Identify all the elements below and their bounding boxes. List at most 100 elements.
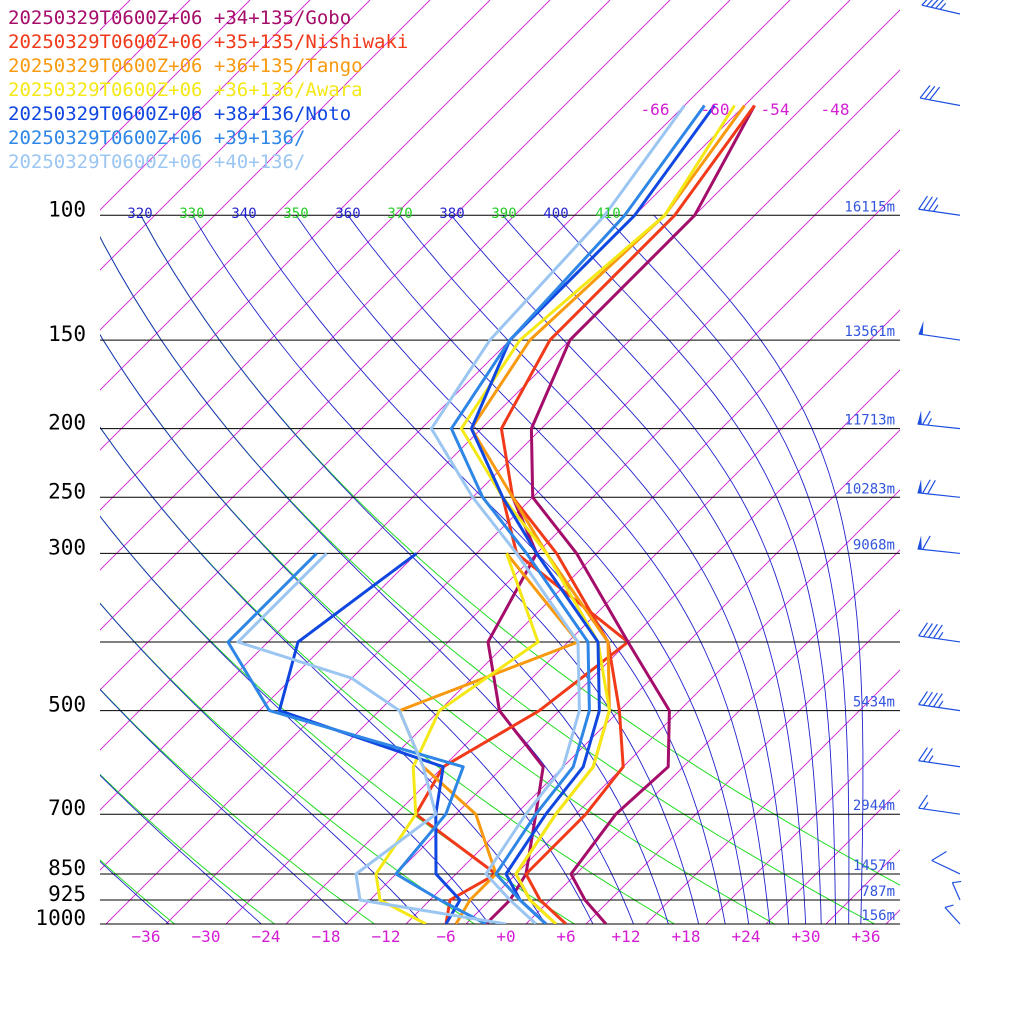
height-label: 156m: [861, 908, 895, 924]
x-tick-label: +24: [732, 927, 761, 946]
height-label: 11713m: [844, 413, 895, 429]
theta-label: 340: [231, 206, 256, 222]
temperature-profile-1: [529, 104, 756, 924]
isotherm-line: [946, 0, 1024, 924]
temperature-profile-7: [429, 104, 686, 924]
moist-adiabat-line: [653, 214, 864, 924]
wind-barb: [917, 410, 961, 430]
legend-entry: 20250329T0600Z+06 +39+136/: [8, 127, 305, 149]
dry-adiabat-line: [100, 426, 675, 924]
isotherm-line: [100, 0, 731, 631]
height-label: 1457m: [853, 858, 895, 874]
dewpoint-profile-3: [397, 552, 580, 924]
dewpoint-profile-4: [374, 552, 540, 924]
wind-barb: [918, 195, 961, 216]
theta-label: 330: [179, 206, 204, 222]
isotherm-line: [100, 0, 491, 391]
height-label: 16115m: [844, 199, 895, 215]
theta-label: 380: [439, 206, 464, 222]
upper-temp-label: -66: [641, 100, 670, 119]
x-tick-label: +6: [556, 927, 575, 946]
x-tick-label: −6: [436, 927, 455, 946]
height-label: 13561m: [844, 324, 895, 340]
dewpoint-profile-6: [226, 552, 487, 924]
wind-barb: [917, 479, 961, 498]
x-tick-label: +18: [672, 927, 701, 946]
dewpoint-profile-5: [277, 552, 462, 924]
isotherm-line: [885, 909, 900, 924]
wind-barb: [944, 904, 961, 925]
wind-barb: [918, 691, 961, 712]
theta-label: 320: [127, 206, 152, 222]
pressure-label: 100: [48, 197, 86, 221]
isotherm-line: [100, 0, 431, 331]
isotherm-line: [165, 189, 900, 924]
legend-entry: 20250329T0600Z+06 +34+135/Gobo: [8, 7, 351, 29]
upper-temp-label: -60: [701, 100, 730, 119]
legend-entry: 20250329T0600Z+06 +36+136/Awara: [8, 79, 363, 101]
legend: 20250329T0600Z+06 +34+135/Gobo20250329T0…: [8, 7, 408, 173]
upper-temp-label: -54: [761, 100, 790, 119]
isotherm-line: [285, 309, 900, 924]
theta-label: 350: [283, 206, 308, 222]
legend-entry: 20250329T0600Z+06 +35+135/Nishiwaki: [8, 31, 408, 53]
dewpoint-profile-7: [236, 552, 507, 924]
theta-label: 360: [335, 206, 360, 222]
wind-barb: [919, 84, 961, 107]
x-tick-label: +0: [496, 927, 515, 946]
wind-barb: [918, 794, 961, 815]
height-label: 2944m: [853, 798, 895, 814]
wind-barb: [951, 880, 962, 901]
wind-barb: [921, 0, 961, 15]
sounding-profiles: [226, 104, 756, 924]
theta-label: 370: [387, 206, 412, 222]
isotherm-line: [705, 729, 900, 924]
isotherm-line: [645, 669, 900, 924]
isotherm-line: [100, 0, 851, 751]
wind-barb: [918, 747, 961, 768]
theta-label: 390: [491, 206, 516, 222]
dry-adiabat-line: [100, 773, 275, 924]
wind-barb: [918, 320, 961, 341]
pressure-label: 925: [48, 882, 86, 906]
pressure-label: 1000: [35, 906, 86, 930]
isotherm-line: [100, 0, 551, 451]
legend-entry: 20250329T0600Z+06 +36+135/Tango: [8, 55, 363, 77]
pressure-label: 500: [48, 693, 86, 717]
wind-barb: [918, 622, 961, 643]
theta-label: 410: [595, 206, 620, 222]
axis-labels: 100 16115m 150 13561m 200 11713m 250 10283m 300 9…: [35, 100, 895, 946]
moist-adiabat-line: [192, 215, 700, 924]
dry-adiabat-line: [100, 333, 775, 924]
x-tick-label: −30: [192, 927, 221, 946]
moist-adiabat-line: [100, 774, 262, 924]
pressure-label: 200: [48, 411, 86, 435]
isotherm-line: [100, 0, 671, 571]
height-label: 9068m: [853, 537, 895, 553]
height-label: 5434m: [853, 695, 895, 711]
dry-adiabat-line: [100, 859, 175, 924]
isotherm-line: [100, 0, 791, 691]
pressure-label: 150: [48, 322, 86, 346]
isotherm-line: [225, 249, 900, 924]
pressure-label: 250: [48, 479, 86, 503]
isotherm-line: [765, 789, 900, 924]
pressure-label: 700: [48, 796, 86, 820]
x-tick-label: +12: [612, 927, 641, 946]
x-tick-label: −36: [132, 927, 161, 946]
isotherm-line: [585, 609, 900, 924]
height-label: 787m: [861, 884, 895, 900]
legend-entry: 20250329T0600Z+06 +40+136/: [8, 151, 305, 173]
theta-label: 400: [543, 206, 568, 222]
wind-barbs: [917, 0, 962, 925]
upper-temp-label: -48: [821, 100, 850, 119]
wind-barb: [917, 535, 961, 555]
wind-barb: [931, 850, 961, 875]
x-tick-label: +30: [792, 927, 821, 946]
isotherm-line: [1006, 0, 1024, 924]
x-tick-label: −12: [372, 927, 401, 946]
x-tick-label: −24: [252, 927, 281, 946]
temperature-profile-6: [449, 104, 706, 924]
legend-entry: 20250329T0600Z+06 +38+136/Noto: [8, 103, 351, 125]
moist-adiabat-line: [243, 215, 726, 924]
